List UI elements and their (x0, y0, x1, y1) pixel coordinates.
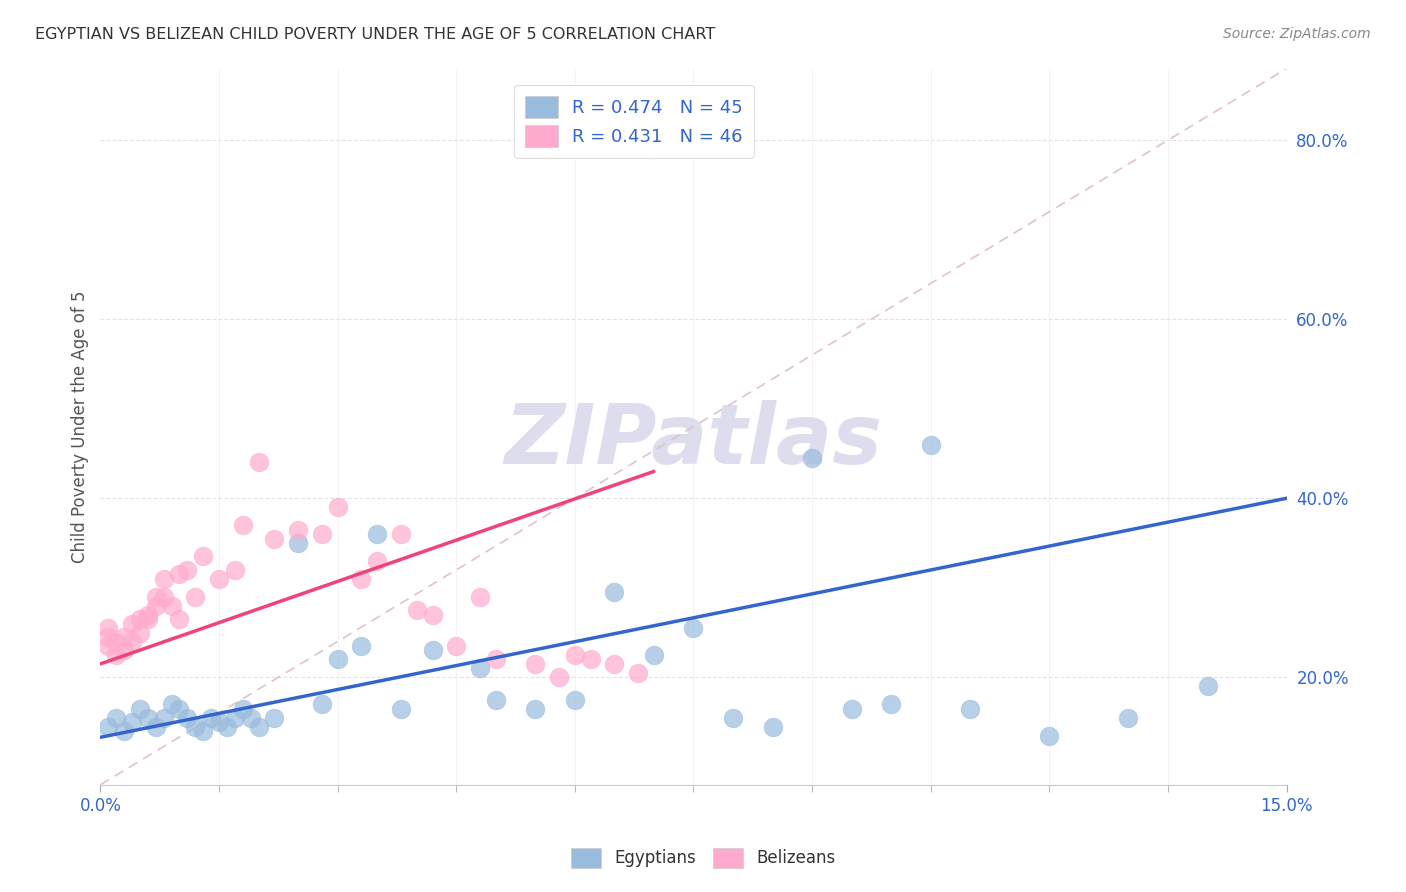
Y-axis label: Child Poverty Under the Age of 5: Child Poverty Under the Age of 5 (72, 291, 89, 563)
Point (208, 572, 231, 586)
Point (176, 563, 198, 577)
Point (564, 648, 586, 662)
Point (389, 527, 412, 541)
Point (145, 599, 167, 613)
Point (121, 616, 143, 631)
Point (880, 697, 903, 711)
Text: Source: ZipAtlas.com: Source: ZipAtlas.com (1223, 27, 1371, 41)
Point (548, 670, 571, 684)
Point (97, 639, 120, 653)
Point (405, 603, 427, 617)
Point (643, 142, 665, 156)
Point (643, 648, 665, 662)
Point (920, 437, 942, 451)
Point (524, 701, 547, 715)
Point (1118, 710, 1140, 724)
Point (263, 532, 285, 546)
Point (97, 720, 120, 734)
Point (682, 621, 704, 635)
Point (136, 607, 159, 622)
Point (444, 639, 467, 653)
Point (1038, 729, 1060, 743)
Point (105, 648, 128, 662)
Point (152, 710, 174, 724)
Point (287, 523, 309, 537)
Point (145, 590, 167, 604)
Point (176, 710, 198, 724)
Point (97, 630, 120, 644)
Point (603, 585, 626, 599)
Point (247, 455, 270, 469)
Text: EGYPTIAN VS BELIZEAN CHILD POVERTY UNDER THE AGE OF 5 CORRELATION CHART: EGYPTIAN VS BELIZEAN CHILD POVERTY UNDER… (35, 27, 716, 42)
Point (191, 724, 214, 739)
Point (311, 697, 333, 711)
Point (721, 710, 744, 724)
Legend: Egyptians, Belizeans: Egyptians, Belizeans (564, 841, 842, 875)
Point (232, 518, 254, 533)
Text: ZIPatlas: ZIPatlas (505, 401, 883, 482)
Point (603, 657, 626, 671)
Point (247, 720, 270, 734)
Point (579, 652, 602, 666)
Point (366, 554, 388, 568)
Point (841, 701, 863, 715)
Legend: R = 0.474   N = 45, R = 0.431   N = 46: R = 0.474 N = 45, R = 0.431 N = 46 (515, 85, 754, 158)
Point (263, 710, 285, 724)
Point (239, 710, 262, 724)
Point (128, 612, 150, 626)
Point (152, 590, 174, 604)
Point (184, 590, 207, 604)
Point (191, 549, 214, 564)
Point (152, 572, 174, 586)
Point (350, 639, 373, 653)
Point (422, 607, 444, 622)
Point (215, 720, 238, 734)
Point (136, 710, 159, 724)
Point (224, 563, 246, 577)
Point (184, 720, 207, 734)
Point (801, 450, 824, 465)
Point (287, 536, 309, 550)
Point (468, 590, 491, 604)
Point (761, 720, 783, 734)
Point (169, 567, 191, 582)
Point (326, 500, 349, 515)
Point (112, 724, 135, 739)
Point (326, 652, 349, 666)
Point (145, 720, 167, 734)
Point (422, 643, 444, 657)
Point (105, 710, 128, 724)
Point (136, 612, 159, 626)
Point (208, 715, 231, 730)
Point (200, 710, 222, 724)
Point (311, 527, 333, 541)
Point (169, 612, 191, 626)
Point (468, 661, 491, 675)
Point (366, 527, 388, 541)
Point (485, 692, 508, 706)
Point (232, 701, 254, 715)
Point (128, 625, 150, 640)
Point (1197, 679, 1219, 693)
Point (160, 599, 183, 613)
Point (389, 701, 412, 715)
Point (112, 630, 135, 644)
Point (128, 701, 150, 715)
Point (121, 634, 143, 648)
Point (112, 643, 135, 657)
Point (524, 657, 547, 671)
Point (485, 652, 508, 666)
Point (564, 692, 586, 706)
Point (959, 701, 981, 715)
Point (97, 621, 120, 635)
Point (224, 710, 246, 724)
Point (105, 634, 128, 648)
Point (169, 701, 191, 715)
Point (350, 572, 373, 586)
Point (627, 665, 650, 680)
Point (160, 697, 183, 711)
Point (121, 715, 143, 730)
